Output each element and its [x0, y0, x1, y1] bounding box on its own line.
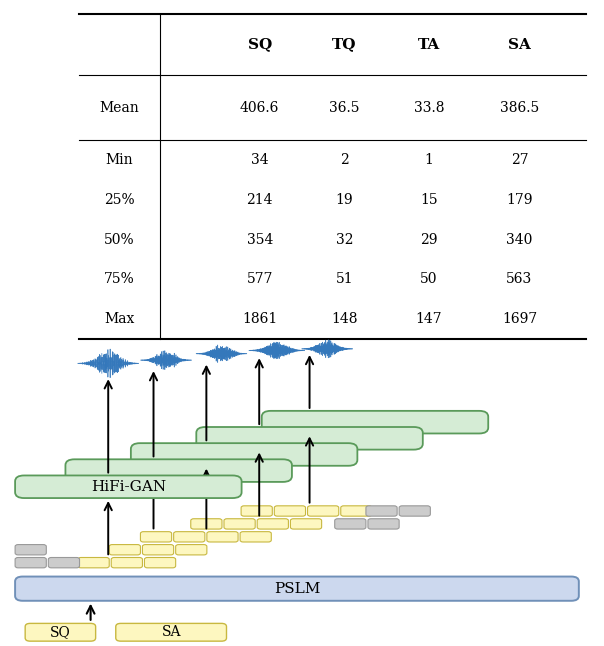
Text: 1: 1: [425, 153, 433, 167]
FancyBboxPatch shape: [65, 459, 292, 482]
FancyBboxPatch shape: [15, 557, 47, 568]
FancyBboxPatch shape: [116, 623, 226, 641]
Text: SQ: SQ: [248, 37, 272, 52]
Text: SA: SA: [508, 37, 531, 52]
Text: 147: 147: [416, 312, 442, 326]
Text: TQ: TQ: [332, 37, 356, 52]
FancyBboxPatch shape: [143, 545, 174, 555]
FancyBboxPatch shape: [240, 532, 271, 542]
Text: 51: 51: [335, 273, 353, 286]
FancyBboxPatch shape: [257, 519, 288, 529]
Text: Max: Max: [104, 312, 135, 326]
FancyBboxPatch shape: [174, 532, 205, 542]
Text: 1861: 1861: [242, 312, 277, 326]
Text: 354: 354: [246, 233, 273, 247]
Text: 2: 2: [340, 153, 349, 167]
Text: 75%: 75%: [104, 273, 135, 286]
FancyBboxPatch shape: [368, 519, 399, 529]
Text: 563: 563: [506, 273, 533, 286]
Text: 32: 32: [336, 233, 353, 247]
Text: 577: 577: [246, 273, 273, 286]
FancyBboxPatch shape: [25, 623, 95, 641]
FancyBboxPatch shape: [15, 576, 579, 601]
Text: 1697: 1697: [502, 312, 537, 326]
Text: 50: 50: [420, 273, 437, 286]
FancyBboxPatch shape: [207, 532, 238, 542]
FancyBboxPatch shape: [144, 557, 176, 568]
Text: 27: 27: [510, 153, 528, 167]
Text: TA: TA: [418, 37, 440, 52]
FancyBboxPatch shape: [241, 506, 272, 516]
FancyBboxPatch shape: [176, 545, 207, 555]
FancyBboxPatch shape: [224, 519, 255, 529]
Text: 15: 15: [420, 193, 438, 207]
FancyBboxPatch shape: [131, 443, 358, 466]
Text: Min: Min: [106, 153, 133, 167]
FancyBboxPatch shape: [140, 532, 172, 542]
FancyBboxPatch shape: [335, 519, 366, 529]
FancyBboxPatch shape: [48, 557, 80, 568]
Text: 36.5: 36.5: [329, 101, 359, 115]
Text: SQ: SQ: [50, 625, 71, 640]
FancyBboxPatch shape: [196, 427, 423, 450]
FancyBboxPatch shape: [274, 506, 306, 516]
Text: 34: 34: [251, 153, 269, 167]
Text: PSLM: PSLM: [274, 581, 320, 596]
FancyBboxPatch shape: [191, 519, 222, 529]
Text: SA: SA: [161, 625, 181, 640]
Text: Mean: Mean: [100, 101, 139, 115]
Text: 340: 340: [506, 233, 533, 247]
FancyBboxPatch shape: [307, 506, 339, 516]
Text: 33.8: 33.8: [414, 101, 444, 115]
FancyBboxPatch shape: [15, 545, 47, 555]
Text: 406.6: 406.6: [240, 101, 280, 115]
Text: 386.5: 386.5: [500, 101, 539, 115]
Text: HiFi-GAN: HiFi-GAN: [91, 480, 166, 494]
FancyBboxPatch shape: [262, 411, 488, 433]
FancyBboxPatch shape: [109, 545, 140, 555]
Text: 214: 214: [246, 193, 273, 207]
Text: 50%: 50%: [104, 233, 135, 247]
Text: 19: 19: [335, 193, 353, 207]
FancyBboxPatch shape: [366, 506, 397, 516]
Text: 179: 179: [506, 193, 533, 207]
Text: 25%: 25%: [104, 193, 135, 207]
FancyBboxPatch shape: [111, 557, 143, 568]
FancyBboxPatch shape: [78, 557, 109, 568]
FancyBboxPatch shape: [341, 506, 372, 516]
FancyBboxPatch shape: [291, 519, 321, 529]
FancyBboxPatch shape: [15, 475, 242, 498]
Text: 148: 148: [331, 312, 358, 326]
Text: 29: 29: [420, 233, 437, 247]
FancyBboxPatch shape: [399, 506, 430, 516]
